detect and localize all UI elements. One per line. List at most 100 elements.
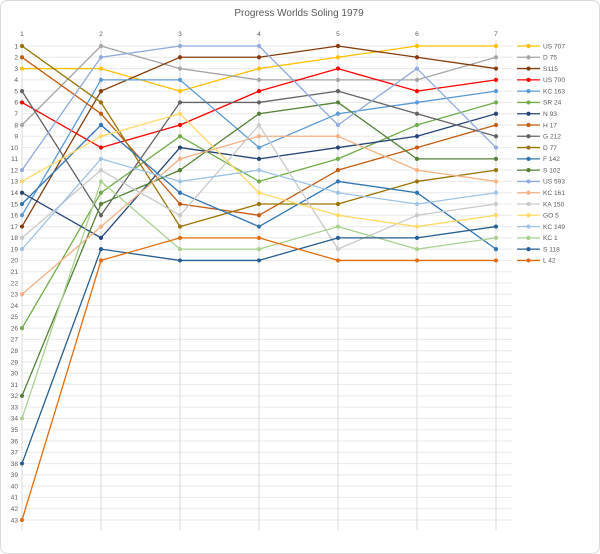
series-marker-g-212 <box>493 134 499 139</box>
series-marker-s-118 <box>19 461 25 466</box>
series-marker-sr-24 <box>177 134 183 139</box>
legend-marker-dot <box>526 213 531 218</box>
series-marker-kc-161 <box>335 134 341 139</box>
series-marker-s-102 <box>414 156 420 161</box>
series-marker-s-102 <box>256 111 262 116</box>
y-tick-label: 19 <box>11 246 19 253</box>
y-tick-label: 23 <box>11 292 19 299</box>
series-marker-s-118 <box>414 235 420 240</box>
legend-marker-dot <box>526 258 531 263</box>
series-marker-g-212 <box>414 111 420 116</box>
legend-marker-dot <box>526 235 531 240</box>
x-tick-label: 2 <box>99 31 103 38</box>
series-marker-h-17 <box>177 201 183 207</box>
series-marker-kc-1 <box>414 247 420 252</box>
series-marker-kc-161 <box>19 292 25 297</box>
legend-item-go-5: GO 5 <box>517 213 559 220</box>
y-tick-label: 10 <box>11 145 19 152</box>
series-marker-kc-163 <box>493 89 499 94</box>
series-marker-us-707 <box>177 89 183 94</box>
legend-label: S115 <box>543 66 558 73</box>
y-tick-label: 7 <box>14 111 18 118</box>
series-marker-kc-161 <box>98 224 104 229</box>
y-tick-label: 30 <box>11 371 19 378</box>
series-marker-ka-150 <box>177 213 183 218</box>
series-marker-ka-150 <box>19 235 25 240</box>
y-tick-label: 37 <box>11 450 19 457</box>
y-tick-label: 36 <box>11 438 19 445</box>
series-marker-kc-161 <box>493 179 499 184</box>
y-tick-label: 20 <box>11 258 19 265</box>
series-marker-d-75 <box>493 55 499 60</box>
y-tick-label: 15 <box>11 201 19 208</box>
series-marker-l-42 <box>98 258 104 263</box>
series-marker-kc-1 <box>98 179 104 184</box>
y-tick-label: 41 <box>11 495 19 502</box>
y-tick-label: 28 <box>11 348 19 355</box>
series-marker-d-75 <box>335 77 341 82</box>
series-marker-kc-161 <box>414 168 420 173</box>
legend-item-f-142: F 142 <box>517 156 560 163</box>
legend-label: KC 161 <box>543 190 565 197</box>
series-marker-kc-1 <box>177 247 183 252</box>
legend-item-s-102: S 102 <box>517 167 561 174</box>
series-marker-kc-163 <box>98 77 104 82</box>
series-marker-d-77 <box>256 201 262 207</box>
series-marker-go-5 <box>256 190 262 195</box>
legend-item-g-212: G 212 <box>517 134 561 141</box>
series-marker-s-118 <box>256 258 262 263</box>
series-marker-d-77 <box>19 43 25 49</box>
y-tick-label: 5 <box>14 88 18 95</box>
legend-label: US 707 <box>543 43 565 50</box>
series-marker-kc-149 <box>335 190 341 195</box>
legend-item-kc-1: KC 1 <box>517 235 558 242</box>
series-marker-l-42 <box>177 235 183 240</box>
legend-item-kc-149: KC 149 <box>517 224 565 231</box>
series-marker-s115 <box>414 55 420 60</box>
series-marker-us-707 <box>19 66 25 71</box>
y-tick-label: 27 <box>11 337 19 344</box>
series-marker-sr-24 <box>19 326 25 331</box>
y-tick-label: 3 <box>14 66 18 73</box>
legend-item-n-93: N 93 <box>517 111 557 118</box>
legend-marker-dot <box>526 111 531 116</box>
y-tick-label: 35 <box>11 427 19 434</box>
series-marker-us-707 <box>414 43 420 49</box>
legend-label: US 593 <box>543 179 565 186</box>
y-tick-label: 4 <box>14 77 18 84</box>
legend-marker-dot <box>526 43 531 49</box>
legend-label: KC 149 <box>543 224 565 231</box>
legend-label: SR 24 <box>543 100 562 107</box>
legend-marker-dot <box>526 201 531 207</box>
series-marker-d-77 <box>98 100 104 105</box>
y-tick-label: 26 <box>11 325 19 332</box>
y-tick-label: 6 <box>14 100 18 107</box>
y-tick-label: 24 <box>11 303 19 310</box>
series-marker-kc-161 <box>177 156 183 161</box>
series-marker-s-102 <box>19 393 25 398</box>
series-marker-s115 <box>98 89 104 94</box>
series-marker-sr-24 <box>256 179 262 184</box>
series-marker-us-593 <box>19 168 25 173</box>
series-marker-s115 <box>19 224 25 229</box>
legend-item-l-42: L 42 <box>517 258 556 265</box>
series-marker-sr-24 <box>493 100 499 105</box>
legend-marker-dot <box>526 66 531 71</box>
legend-item-s-118: S 118 <box>517 246 560 253</box>
series-marker-us-700 <box>19 100 25 105</box>
legend-marker-dot <box>526 122 531 128</box>
x-tick-label: 6 <box>415 31 419 38</box>
series-marker-us-707 <box>98 66 104 71</box>
series-marker-s-118 <box>493 224 499 229</box>
series-marker-h-17 <box>493 122 499 128</box>
series-marker-f-142 <box>414 190 420 195</box>
series-marker-l-42 <box>414 258 420 263</box>
x-tick-label: 1 <box>20 31 24 38</box>
series-marker-us-593 <box>335 122 341 128</box>
y-tick-label: 21 <box>11 269 19 276</box>
legend-marker-dot <box>526 224 531 229</box>
series-marker-kc-163 <box>335 111 341 116</box>
legend-marker-dot <box>526 156 531 161</box>
y-tick-label: 22 <box>11 280 19 287</box>
